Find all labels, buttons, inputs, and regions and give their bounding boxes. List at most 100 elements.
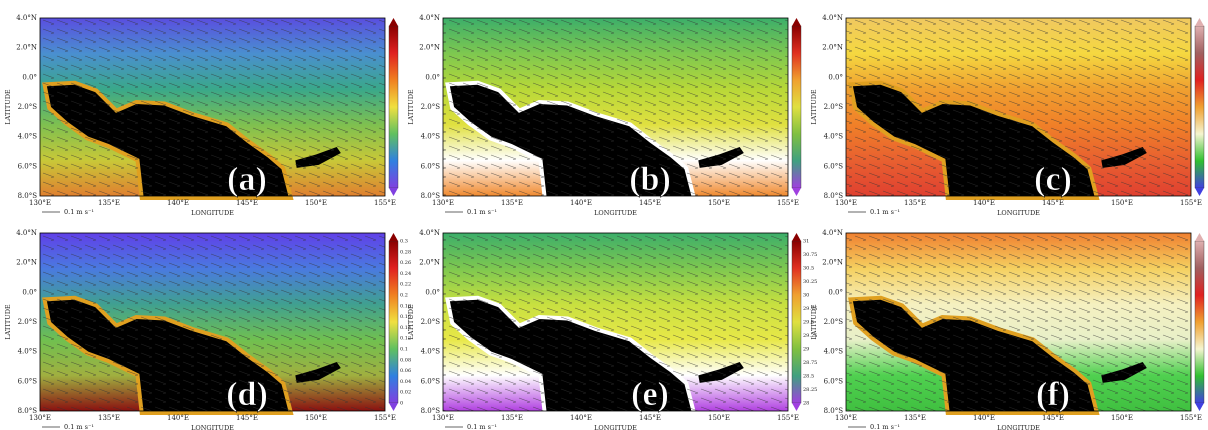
y-tick-label: 4.0°S [824,348,844,356]
y-tick-label: 2.0°N [419,259,440,267]
colorbar-label: 28 [803,401,809,407]
colorbar-end [389,188,398,196]
y-tick-label: 4.0°N [16,14,37,22]
panel-label: (c) [1034,161,1072,198]
panel-label: (e) [631,376,669,413]
x-tick-label: 135°E [501,199,523,207]
y-tick-label: 8.0°S [824,407,844,415]
y-tick-label: 8.0°S [421,192,441,200]
colorbar [388,240,399,404]
colorbar-label: 30.25 [803,279,817,285]
x-tick-label: 140°E [973,414,995,422]
colorbar-label: 30 [803,293,809,299]
x-tick-label: 155°E [1180,199,1202,207]
x-tick-label: 150°E [708,414,730,422]
y-tick-label: 2.0°S [421,103,441,111]
y-tick-label: 6.0°S [421,377,441,385]
colorbar-label: 28.75 [803,360,817,366]
x-tick-label: 155°E [777,414,799,422]
y-tick-label: 8.0°S [18,407,38,415]
x-tick-label: 135°E [98,414,120,422]
x-tick-label: 145°E [1042,199,1064,207]
map-panel: 31 30.75 30.5 30.25 30 29.75 29.5 29.25 29 28.75 2… [407,229,817,430]
colorbar-end [1195,188,1204,196]
x-tick-label: 145°E [236,414,258,422]
x-tick-label: 140°E [570,199,592,207]
colorbar-label: 30.75 [803,252,817,258]
y-tick-label: 4.0°S [421,133,441,141]
current-vectors [40,233,385,411]
y-tick-label: 4.0°S [18,348,38,356]
x-tick-label: 155°E [1180,414,1202,422]
x-tick-label: 150°E [708,199,730,207]
x-tick-label: 150°E [1111,199,1133,207]
x-tick-label: 130°E [432,199,454,207]
x-axis-title: LONGITUDE [191,209,234,217]
x-tick-label: 145°E [1042,414,1064,422]
y-tick-label: 6.0°S [421,162,441,170]
x-tick-label: 145°E [236,199,258,207]
x-tick-label: 145°E [639,414,661,422]
colorbar-end [1195,403,1204,411]
y-tick-label: 2.0°S [421,318,441,326]
plot-frame [442,232,789,412]
current-vectors [846,18,1191,196]
y-tick-label: 2.0°S [824,318,844,326]
reference-vector-label: 0.1 m s⁻¹ [467,208,497,216]
map-panel: 0.3 0.28 0.26 0.24 0.22 0.2 0.18 0.16 0.14 0.12 0.… [4,229,411,430]
colorbar-label: 0 [400,401,403,407]
colorbar-label: 31 [803,239,809,245]
y-axis-title: LATITUDE [407,89,415,125]
y-tick-label: 6.0°S [18,377,38,385]
reference-vector-label: 0.1 m s⁻¹ [870,208,900,216]
colorbar-end [389,18,398,26]
colorbar-label: 0.08 [400,357,411,363]
y-tick-label: 0.0° [425,288,440,296]
colorbar-end [792,233,801,241]
reference-vector-label: 0.1 m s⁻¹ [64,423,94,430]
y-tick-label: 4.0°S [18,133,38,141]
x-axis-title: LONGITUDE [997,209,1040,217]
y-tick-label: 4.0°N [419,229,440,237]
colorbar-label: 29.25 [803,333,817,339]
colorbar [791,25,802,189]
x-tick-label: 150°E [1111,414,1133,422]
y-tick-label: 0.0° [425,73,440,81]
x-axis-title: LONGITUDE [594,424,637,430]
colorbar-end [792,403,801,411]
colorbar-label: 0.28 [400,249,411,255]
colorbar-end [792,18,801,26]
colorbar-label: 0.18 [400,303,411,309]
y-tick-label: 6.0°S [824,377,844,385]
colorbar-end [1195,233,1204,241]
colorbar-label: 0.14 [400,325,411,331]
y-tick-label: 0.0° [22,73,37,81]
panel-label: (a) [227,161,267,198]
panel-label: (f) [1036,376,1070,413]
current-vectors [40,18,385,196]
colorbar [1194,240,1205,404]
x-axis-title: LONGITUDE [191,424,234,430]
x-tick-label: 130°E [835,414,857,422]
x-tick-label: 130°E [29,199,51,207]
x-tick-label: 145°E [639,199,661,207]
y-tick-label: 0.0° [828,288,843,296]
plot-frame [845,232,1192,412]
y-tick-label: 4.0°N [822,229,843,237]
x-tick-label: 140°E [973,199,995,207]
colorbar-label: 0.04 [400,379,411,385]
colorbar-label: 28.5 [803,374,814,380]
x-tick-label: 130°E [432,414,454,422]
x-tick-label: 135°E [98,199,120,207]
colorbar-label: 0.3 [400,239,408,245]
y-tick-label: 2.0°S [18,103,38,111]
y-axis-title: LATITUDE [4,89,12,125]
y-tick-label: 6.0°S [824,162,844,170]
reference-vector-label: 0.1 m s⁻¹ [64,208,94,216]
y-tick-label: 8.0°S [18,192,38,200]
y-tick-label: 0.0° [828,73,843,81]
current-vectors [443,233,788,411]
